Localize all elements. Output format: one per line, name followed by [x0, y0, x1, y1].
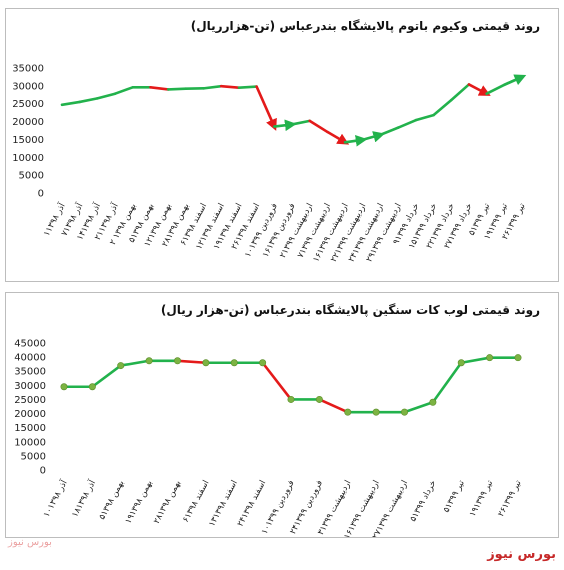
series-line-segment	[261, 361, 293, 401]
data-point	[117, 362, 125, 370]
series-line-segment	[403, 400, 435, 414]
data-point	[457, 359, 465, 367]
x-tick-label: ۲۶تیر ۱۳۹۹	[496, 478, 524, 518]
y-tick-label: 20000	[14, 409, 46, 420]
series-line-segment	[149, 85, 170, 91]
data-point	[486, 354, 494, 362]
data-point	[514, 354, 522, 362]
series-line-segment	[343, 134, 368, 147]
series-line-segment	[237, 85, 258, 89]
y-tick-label: 15000	[12, 135, 44, 146]
series-line-segment	[318, 398, 350, 414]
y-tick-label: 30000	[12, 81, 44, 92]
brand-logo: بورس نیوز	[8, 537, 52, 548]
y-tick-label: 25000	[12, 99, 44, 110]
x-tick-label: ۱۳اسفند ۱۳۹۸	[207, 479, 240, 529]
data-point	[88, 383, 96, 391]
y-tick-label: 20000	[12, 117, 44, 128]
series-line-segment	[273, 119, 297, 132]
y-tick-label: 15000	[14, 423, 46, 434]
series-line-segment	[290, 119, 311, 126]
y-tick-label: 30000	[14, 381, 46, 392]
x-tick-label: ۵خرداد ۱۳۹۹	[408, 479, 438, 524]
series-line-segment	[459, 356, 491, 365]
y-tick-label: 5000	[21, 451, 46, 462]
data-point	[259, 359, 267, 367]
x-tick-label: ۵تیر ۱۳۹۹	[442, 478, 468, 514]
chart-title: روند قیمتی لوب کات سنگین پالایشگاه بندرع…	[160, 303, 540, 317]
x-tick-label: ۱۹تیر ۱۳۹۹	[468, 478, 496, 518]
series-line-segment	[449, 83, 471, 102]
y-tick-label: 10000	[12, 153, 44, 164]
series-line-segment	[219, 84, 241, 89]
data-point	[400, 408, 408, 416]
chart-heavy-lube-cut: 45000 40000 35000 30000 25000 20000 15000 10000…	[14, 339, 524, 538]
series-line-segment	[467, 83, 491, 96]
y-tick-label: 10000	[14, 437, 46, 448]
series-line-segment	[119, 359, 151, 367]
y-tick-label: 5000	[19, 171, 44, 182]
series-line-segment	[202, 84, 223, 90]
chart-panel-vacuum-bottoms: روند قیمتی وکیوم باتوم پالایشگاه بندرعبا…	[5, 8, 559, 282]
x-tick-label: ۲۴اسفند ۱۳۹۸	[236, 479, 269, 529]
chart-title: روند قیمتی وکیوم باتوم پالایشگاه بندرعبا…	[190, 19, 540, 33]
data-point	[60, 383, 68, 391]
series-line-segment	[113, 85, 135, 96]
x-tick-label: ۵بهمن ۱۳۹۸	[97, 479, 126, 522]
data-point	[230, 359, 238, 367]
data-point	[344, 408, 352, 416]
data-point	[202, 359, 210, 367]
data-point	[429, 398, 437, 406]
series-line-segment	[176, 359, 208, 365]
series-line-segment	[326, 130, 350, 145]
data-point	[287, 395, 295, 403]
chart-panel-heavy-lube-cut: روند قیمتی لوب کات سنگین پالایشگاه بندرع…	[5, 292, 559, 538]
x-tick-label: ۶اسفند ۱۳۹۸	[181, 479, 212, 525]
y-tick-label: 35000	[12, 64, 44, 75]
brand-name: بورس نیوز	[487, 547, 556, 562]
series-line-segment	[485, 83, 506, 96]
series-line-segment	[396, 118, 418, 129]
series-line-segment	[432, 98, 453, 117]
series-line-segment	[379, 126, 400, 137]
data-point	[315, 395, 323, 403]
data-point	[372, 408, 380, 416]
x-tick-label: ۱۹بهمن ۱۳۹۸	[124, 479, 155, 526]
series-line-segment	[431, 361, 463, 404]
y-tick-label: 0	[40, 466, 46, 477]
data-point	[145, 357, 153, 365]
series-line-segment	[166, 87, 188, 91]
y-tick-label: 25000	[14, 395, 46, 406]
x-tick-label: ۲۸بهمن ۱۳۹۸	[152, 479, 183, 526]
x-tick-label: ۱۸آذر ۱۳۹۸	[68, 477, 98, 519]
series-line-segment	[255, 85, 277, 131]
x-tick-label: ۱۰آذر ۱۳۹۸	[40, 477, 70, 519]
y-tick-label: 40000	[14, 353, 46, 364]
series-line-segment	[78, 97, 99, 104]
y-tick-label: 35000	[14, 367, 46, 378]
data-point	[174, 357, 182, 365]
chart-vacuum-bottoms: 35000300002500020000150001000050000۱آذر …	[12, 64, 528, 264]
series-line-segment	[96, 92, 117, 100]
y-tick-label: 45000	[14, 339, 46, 350]
series-line-segment	[414, 113, 435, 122]
series-line-segment	[361, 131, 385, 143]
series-line-segment	[308, 119, 329, 134]
y-tick-label: 0	[38, 189, 44, 200]
series-line-segment	[91, 364, 123, 389]
series-line-segment	[60, 100, 81, 107]
series-line-segment	[503, 74, 527, 86]
